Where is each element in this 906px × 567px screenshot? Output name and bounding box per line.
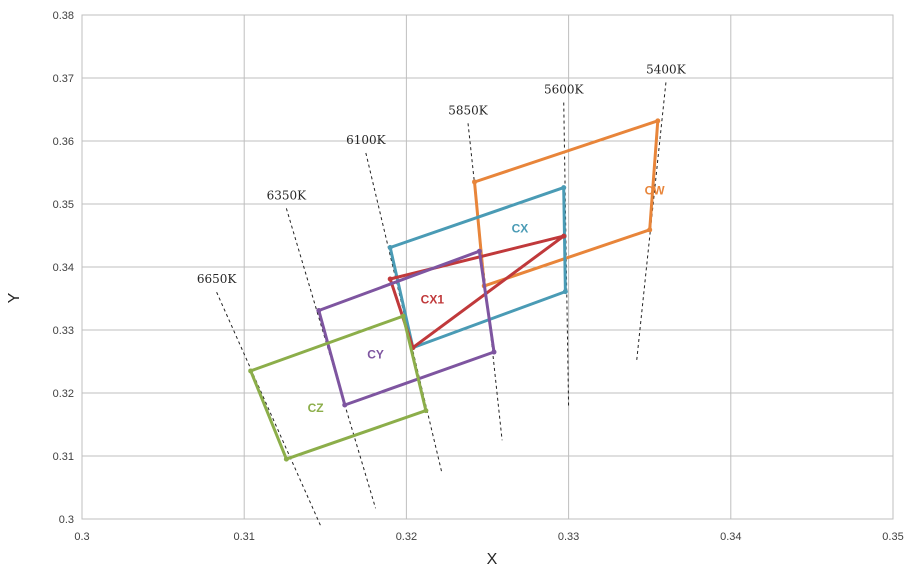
y-tick-label: 0.36: [53, 136, 74, 148]
x-tick-label: 0.35: [882, 531, 903, 543]
x-tick-label: 0.3: [74, 531, 89, 543]
x-tick-label: 0.31: [233, 531, 254, 543]
y-tick-label: 0.32: [53, 388, 74, 400]
x-axis-title: X: [487, 551, 498, 567]
series-point-cy: [342, 402, 348, 408]
series-point-cz: [400, 313, 406, 319]
polygon-labels: CW CX CX1 CY CZ: [308, 184, 666, 415]
isotherm-label: 6100K: [346, 133, 387, 147]
series-point-cw: [647, 227, 653, 233]
bin-polygons: [248, 118, 661, 462]
plot-area-border: [81, 14, 894, 520]
x-tick-label: 0.33: [558, 531, 579, 543]
grid: [81, 14, 894, 520]
series-point-cw: [655, 118, 661, 124]
x-tick-label: 0.32: [396, 531, 417, 543]
series-point-cy: [316, 307, 322, 313]
polygon-label-cz: CZ: [308, 401, 324, 415]
y-tick-label: 0.37: [53, 73, 74, 85]
series-point-cz: [283, 456, 289, 462]
series-point-cx1: [561, 233, 567, 239]
isotherm-label: 6650K: [197, 272, 238, 286]
y-tick-labels: 0.3 0.31 0.32 0.33 0.34 0.35 0.36 0.37 0.38: [53, 10, 74, 526]
polygon-label-cy: CY: [367, 347, 384, 361]
isotherm-line: [216, 291, 321, 526]
y-axis-title: Y: [6, 292, 23, 303]
series-point-cw: [472, 179, 478, 185]
series-point-cx: [562, 289, 568, 295]
series-point-cy: [476, 248, 482, 254]
y-tick-label: 0.35: [53, 199, 74, 211]
series-point-cy: [491, 349, 497, 355]
isotherm-label: 6350K: [267, 188, 308, 202]
polygon-label-cw: CW: [645, 184, 666, 198]
series-point-cx: [561, 185, 567, 191]
isotherm-label: 5400K: [646, 62, 687, 76]
y-tick-label: 0.33: [53, 325, 74, 337]
series-polygon-cx1: [388, 234, 566, 350]
isotherm-label: 5850K: [448, 103, 489, 117]
series-point-cz: [248, 368, 254, 374]
isotherm-label: 5600K: [544, 83, 585, 97]
series-point-cz: [423, 408, 429, 414]
series-polygon-cz: [249, 314, 428, 461]
polygon-label-cx: CX: [512, 221, 529, 235]
series-point-cx: [387, 244, 393, 250]
isotherm-line: [467, 123, 503, 441]
x-tick-labels: 0.3 0.31 0.32 0.33 0.34 0.35: [74, 531, 903, 543]
series-point-cx1: [387, 276, 393, 282]
y-tick-label: 0.34: [53, 262, 74, 274]
y-tick-label: 0.31: [53, 451, 74, 463]
polygon-label-cx1: CX1: [421, 293, 445, 307]
y-tick-label: 0.38: [53, 10, 74, 22]
y-tick-label: 0.3: [59, 514, 74, 526]
x-tick-label: 0.34: [720, 531, 741, 543]
